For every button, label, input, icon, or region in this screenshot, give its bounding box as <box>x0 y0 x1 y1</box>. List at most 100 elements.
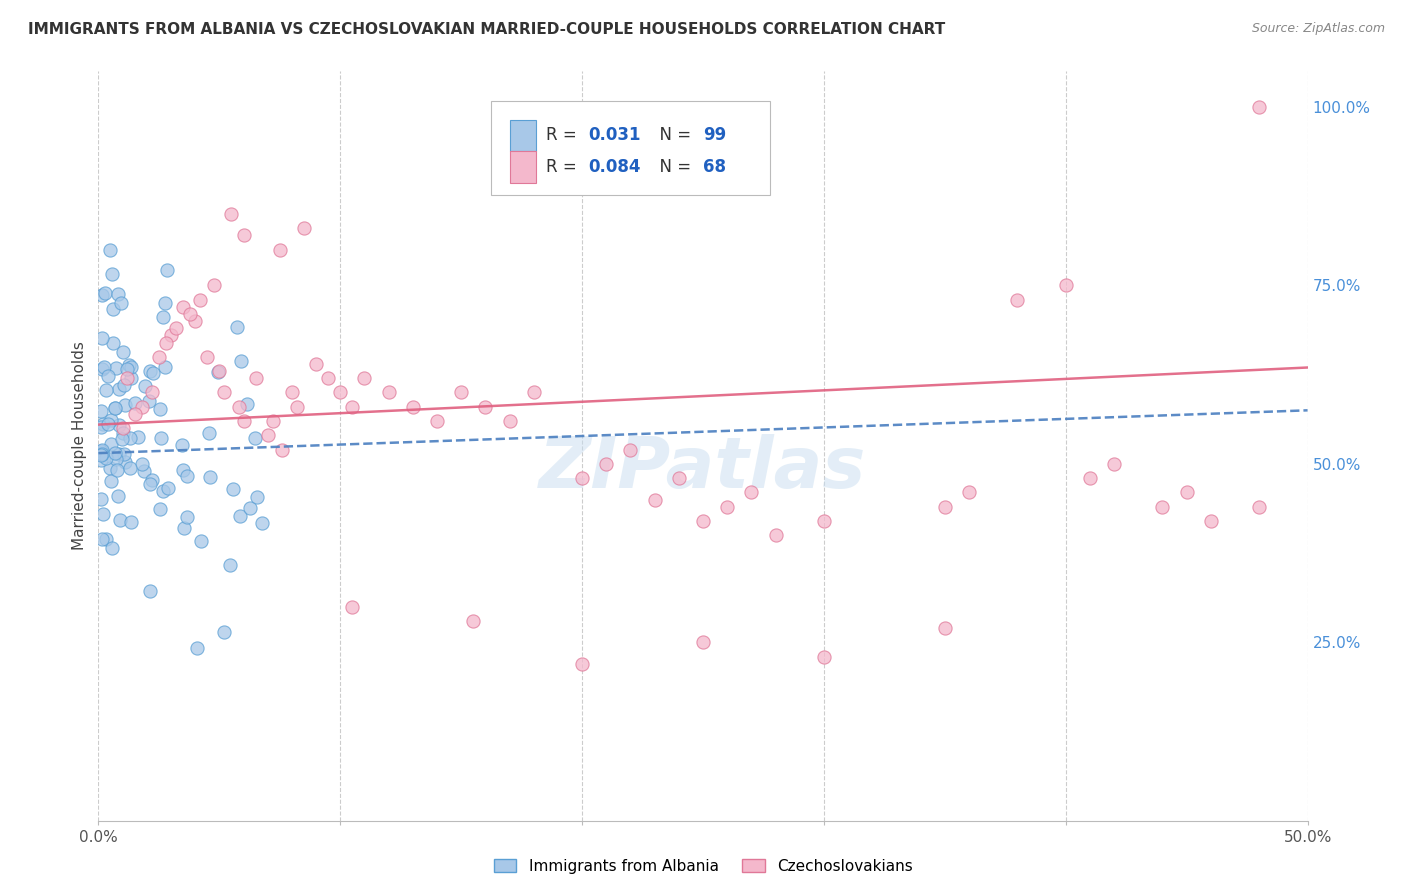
Text: 0.031: 0.031 <box>588 127 641 145</box>
Point <box>101 335 124 350</box>
FancyBboxPatch shape <box>492 102 769 195</box>
Point <box>235 397 257 411</box>
Point <box>150 432 173 446</box>
Point <box>148 350 170 364</box>
Point <box>184 314 207 328</box>
Point <box>765 528 787 542</box>
Point <box>1199 514 1222 528</box>
Point <box>107 286 129 301</box>
Point <box>204 278 226 293</box>
Point <box>138 394 160 409</box>
Point <box>231 354 253 368</box>
Point <box>153 360 176 375</box>
Point <box>644 492 666 507</box>
Point <box>262 414 284 428</box>
Point <box>195 350 218 364</box>
Point <box>292 221 315 235</box>
Point <box>212 385 235 400</box>
Point <box>426 414 449 428</box>
Point <box>692 635 714 649</box>
Point <box>353 371 375 385</box>
Point <box>114 455 136 469</box>
Point <box>198 426 221 441</box>
Point <box>90 420 112 434</box>
Bar <box>509 152 536 183</box>
Point <box>190 534 212 549</box>
Text: 99: 99 <box>703 127 727 145</box>
Point <box>115 361 138 376</box>
Point <box>141 385 163 400</box>
Point <box>463 614 485 628</box>
Point <box>176 510 198 524</box>
Point <box>207 365 229 379</box>
Point <box>271 442 294 457</box>
Point <box>1054 278 1077 293</box>
Point <box>219 558 242 573</box>
Point <box>152 484 174 499</box>
Point <box>229 508 252 523</box>
Point <box>155 296 177 310</box>
Point <box>142 366 165 380</box>
Point <box>957 485 980 500</box>
Text: R =: R = <box>546 127 582 145</box>
Point <box>186 640 208 655</box>
Point <box>157 481 180 495</box>
Point <box>239 501 262 516</box>
Point <box>212 624 235 639</box>
Point <box>91 417 114 431</box>
Point <box>172 462 194 476</box>
Point <box>668 471 690 485</box>
Point <box>104 446 127 460</box>
Point <box>120 359 142 374</box>
Point <box>91 533 114 547</box>
Text: N =: N = <box>648 127 696 145</box>
Point <box>132 464 155 478</box>
Point <box>108 383 131 397</box>
Point <box>285 400 308 414</box>
Point <box>172 300 194 314</box>
Point <box>98 243 121 257</box>
Point <box>97 368 120 383</box>
Point <box>120 515 142 529</box>
Point <box>1249 500 1271 514</box>
Point <box>245 371 267 385</box>
Point <box>111 345 134 359</box>
Point <box>498 414 520 428</box>
Point <box>256 428 278 442</box>
Point <box>131 400 153 414</box>
Point <box>316 371 339 385</box>
Point <box>90 492 112 507</box>
Point <box>1007 293 1029 307</box>
Point <box>1152 500 1174 514</box>
Point <box>91 288 114 302</box>
Point <box>94 383 117 397</box>
Point <box>108 447 131 461</box>
Point <box>112 377 135 392</box>
Point <box>100 541 122 556</box>
Point <box>250 516 273 531</box>
Point <box>90 444 112 458</box>
Point <box>156 262 179 277</box>
Point <box>176 469 198 483</box>
Point <box>97 417 120 431</box>
Point <box>740 485 762 500</box>
Bar <box>509 120 536 151</box>
Point <box>1175 485 1198 500</box>
Point <box>117 371 139 385</box>
Point <box>118 358 141 372</box>
Point <box>226 319 249 334</box>
Point <box>94 532 117 546</box>
Point <box>269 243 291 257</box>
Point <box>91 507 114 521</box>
Point <box>198 470 221 484</box>
Point <box>188 293 211 307</box>
Point <box>101 268 124 282</box>
Point <box>118 431 141 445</box>
Point <box>131 457 153 471</box>
Point <box>91 362 114 376</box>
Point <box>91 442 114 457</box>
Point <box>139 476 162 491</box>
Point <box>98 460 121 475</box>
Point <box>160 328 183 343</box>
Point <box>179 307 201 321</box>
